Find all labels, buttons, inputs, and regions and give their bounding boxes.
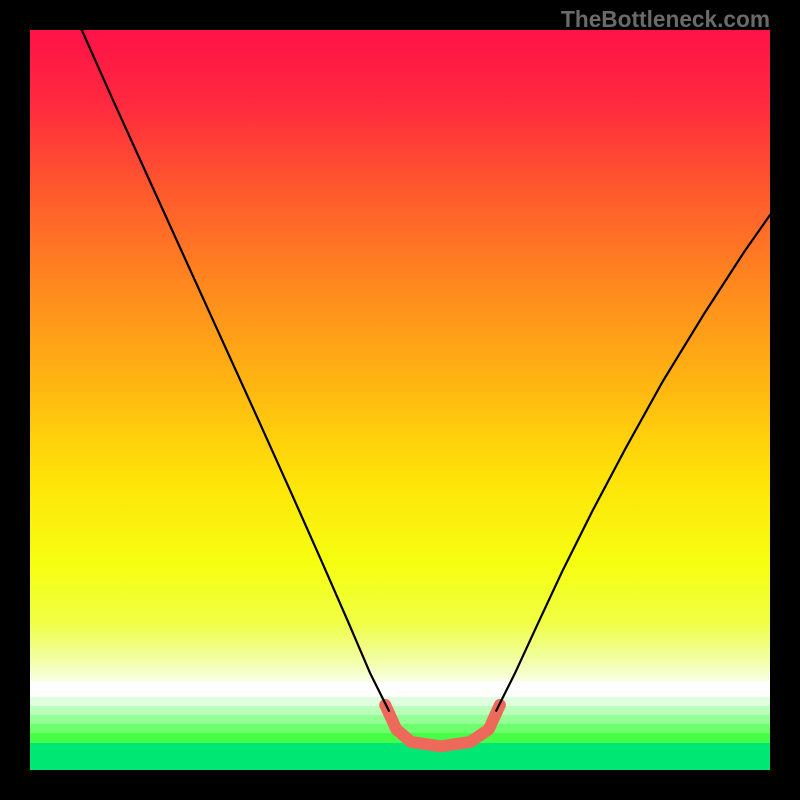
left-curve: [82, 30, 389, 711]
curves-svg: [30, 30, 770, 770]
plot-area: [30, 30, 770, 770]
chart-frame: TheBottleneck.com: [0, 0, 800, 800]
bottom-highlight-curve: [385, 705, 500, 746]
right-curve: [496, 215, 770, 711]
watermark-text: TheBottleneck.com: [561, 6, 770, 33]
